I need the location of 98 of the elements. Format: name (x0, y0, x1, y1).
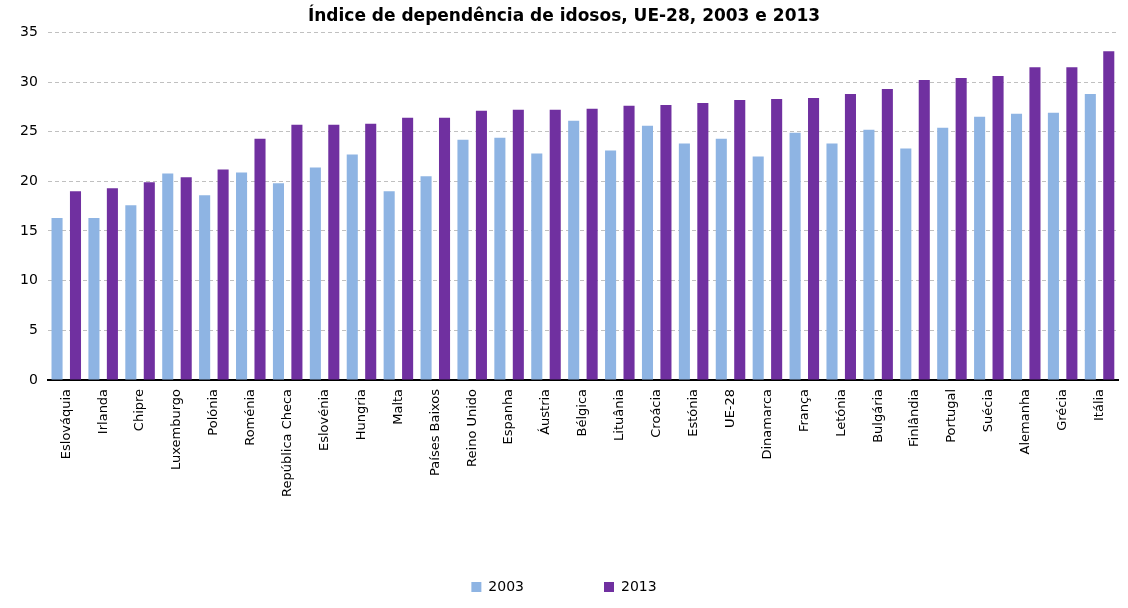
bar (771, 98, 783, 380)
bar (752, 156, 764, 380)
bar (900, 148, 912, 380)
x-tick-label: Hungria (352, 388, 368, 441)
bar (992, 76, 1004, 380)
bar (365, 123, 377, 380)
bar (494, 137, 506, 380)
bar (420, 176, 432, 380)
x-tick-label: Eslováquia (57, 388, 73, 460)
x-tick-label: Letónia (832, 388, 848, 437)
bar (438, 117, 451, 380)
bar (586, 108, 598, 380)
x-tick-label: Polónia (205, 388, 221, 436)
bar (808, 97, 820, 380)
bar (641, 125, 654, 380)
x-tick-label: Malta (389, 388, 405, 425)
bar (678, 143, 690, 380)
bar (236, 172, 248, 380)
x-tick-label: Espanha (500, 388, 516, 445)
bar (955, 78, 967, 380)
y-tick-label: 30 (19, 72, 38, 89)
bar (69, 191, 82, 380)
x-tick-label: Dinamarca (758, 388, 774, 460)
bar (402, 117, 414, 380)
bar (863, 129, 875, 380)
x-tick-label: República Checa (279, 388, 295, 498)
x-tick-label: Luxemburgo (168, 388, 184, 470)
legend-label: 2013 (621, 577, 657, 594)
bar (475, 110, 487, 380)
bar (531, 153, 543, 380)
y-tick-label: 0 (28, 370, 38, 387)
y-tick-label: 20 (19, 171, 38, 188)
y-tick-label: 35 (19, 23, 38, 40)
bar (217, 169, 229, 380)
bar (937, 127, 949, 380)
bar (512, 109, 524, 380)
y-tick-label: 15 (19, 221, 38, 238)
bar (1084, 93, 1096, 380)
bar (272, 183, 284, 380)
x-tick-label: Estónia (684, 388, 700, 437)
legend-label: 2003 (488, 577, 525, 594)
bar (826, 143, 838, 380)
y-tick-label: 25 (19, 122, 38, 139)
x-tick-label: Reino Unido (463, 388, 479, 467)
bar (457, 139, 469, 380)
bar (660, 104, 672, 380)
bar (549, 109, 561, 380)
x-tick-label: Países Baixos (426, 388, 442, 476)
bar (881, 89, 893, 380)
bar (1066, 67, 1078, 380)
bar (789, 132, 801, 380)
bar (383, 191, 395, 380)
bar (568, 120, 580, 380)
x-tick-label: Portugal (943, 388, 959, 443)
bar (88, 218, 100, 380)
bar (1047, 112, 1059, 380)
x-tick-label: Alemanha (1017, 388, 1033, 455)
bar (844, 93, 856, 380)
bar (51, 218, 63, 380)
bar (734, 99, 746, 380)
bar (106, 188, 118, 380)
bar (328, 124, 340, 380)
bar (143, 182, 155, 380)
x-tick-label: Croácia (648, 388, 664, 438)
bar (605, 150, 617, 380)
bar (125, 205, 137, 380)
x-tick-label: Irlanda (94, 388, 110, 435)
bar (309, 167, 321, 380)
x-tick-label: Suécia (980, 388, 996, 433)
y-tick-label: 10 (19, 271, 38, 288)
bar (346, 154, 358, 380)
x-tick-label: Itália (1090, 388, 1106, 422)
bar (623, 105, 635, 380)
x-tick-label: Roménia (242, 388, 258, 446)
bar (918, 80, 930, 380)
bar (199, 195, 211, 380)
x-tick-label: Bélgica (574, 388, 590, 437)
x-tick-label: França (795, 388, 811, 433)
bar (1010, 113, 1023, 380)
x-tick-label: Bulgária (869, 388, 885, 443)
bar (162, 173, 174, 380)
bar (974, 116, 986, 380)
bar (1029, 67, 1041, 380)
bar (1103, 51, 1115, 380)
bar (180, 177, 192, 380)
chart-title: Índice de dependência de idosos, UE-28, 2003 e 2013 (307, 3, 821, 25)
bar (715, 138, 727, 380)
x-tick-label: UE-28 (721, 388, 737, 428)
x-tick-label: Áustria (537, 388, 553, 435)
bar (697, 102, 709, 380)
x-tick-label: Finlândia (906, 388, 922, 447)
bar (254, 138, 266, 380)
y-tick-label: 5 (28, 320, 38, 337)
x-tick-label: Eslovénia (315, 388, 331, 451)
x-tick-label: Lituânia (611, 388, 627, 441)
x-tick-label: Grécia (1054, 388, 1070, 431)
x-tick-label: Chipre (131, 388, 147, 432)
bar (291, 124, 303, 380)
